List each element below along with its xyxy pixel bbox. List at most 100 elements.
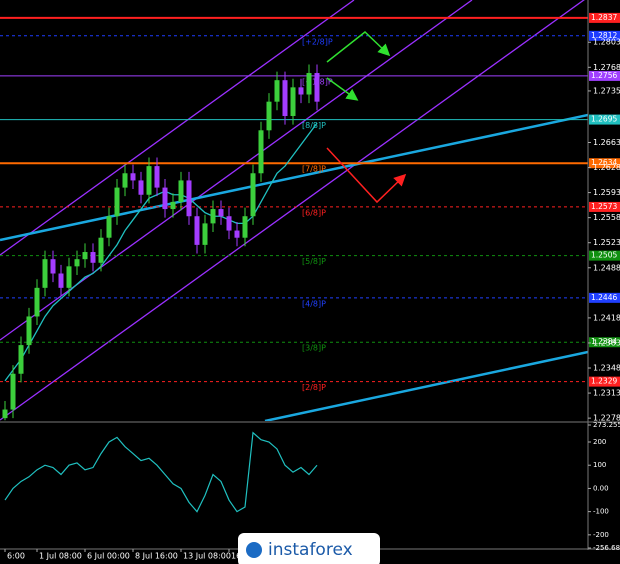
price-box-label: 1.2756 xyxy=(591,71,617,80)
candle-body xyxy=(66,266,72,288)
candle-body xyxy=(242,216,248,238)
y-tick-label: 1.2488 xyxy=(593,263,620,272)
y-tick-label: 1.2593 xyxy=(593,188,620,197)
candle-body xyxy=(250,173,256,217)
candle-body xyxy=(130,173,136,181)
y-tick-label: 1.2803 xyxy=(593,38,620,47)
candle-body xyxy=(258,130,264,174)
y-tick-label: 1.2628 xyxy=(593,163,620,172)
candle-body xyxy=(170,201,176,210)
y-tick-label: 100 xyxy=(593,461,606,469)
price-box-label: 1.2812 xyxy=(591,31,617,40)
candle-body xyxy=(274,80,280,102)
level-label: [4/8]P xyxy=(302,299,326,308)
candle-body xyxy=(298,87,304,95)
candle-body xyxy=(90,252,96,263)
level-label: [2/8]P xyxy=(302,383,326,392)
y-tick-label: -100 xyxy=(593,508,609,516)
price-box xyxy=(589,30,620,41)
price-box xyxy=(589,292,620,303)
candle-body xyxy=(10,373,16,410)
candle-body xyxy=(138,180,144,195)
y-tick-label: 1.2313 xyxy=(593,389,620,398)
y-tick-label: -256.684 xyxy=(593,544,620,552)
level-label: [6/8]P xyxy=(302,208,326,217)
price-box xyxy=(589,376,620,387)
candle-body xyxy=(306,73,312,95)
candle-body xyxy=(58,273,64,288)
moving-average xyxy=(4,122,318,382)
x-tick-label: 16 xyxy=(231,552,241,561)
candle-body xyxy=(290,87,296,116)
x-tick-label: 6:00 xyxy=(7,552,25,561)
y-tick-label: 1.2663 xyxy=(593,138,620,147)
candle-body xyxy=(106,216,112,238)
candle-body xyxy=(34,287,40,317)
x-tick-label: 1 Jul 08:00 xyxy=(39,552,82,561)
candle-body xyxy=(154,166,160,188)
x-tick-label: 13 Jul 08:00 xyxy=(183,552,231,561)
y-tick-label: 0.00 xyxy=(593,484,609,492)
x-tick-label: 8 Jul 16:00 xyxy=(135,552,178,561)
forecast-arrows xyxy=(326,31,407,204)
level-label: [5/8]P xyxy=(302,257,326,266)
candle-body xyxy=(202,223,208,245)
candle-body xyxy=(218,209,224,217)
y-tick-label: 1.2523 xyxy=(593,238,620,247)
candle-body xyxy=(98,237,104,263)
price-box-label: 1.2695 xyxy=(591,115,617,124)
price-box-label: 1.2634 xyxy=(591,158,617,167)
y-tick-label: 200 xyxy=(593,438,606,446)
trend-lines xyxy=(0,0,588,421)
candle-body xyxy=(210,209,216,224)
candle-body xyxy=(122,173,128,188)
y-tick-label: 1.2418 xyxy=(593,313,620,322)
candle-body xyxy=(282,80,288,116)
y-tick-label: 1.2383 xyxy=(593,338,620,347)
y-tick-label: 273.2554 xyxy=(593,421,620,429)
price-box-label: 1.2573 xyxy=(591,202,617,211)
oscillator-line xyxy=(4,431,318,513)
candle-body xyxy=(50,259,56,274)
price-box-label: 1.2837 xyxy=(591,13,617,22)
price-box xyxy=(589,70,620,81)
candle-body xyxy=(314,73,320,102)
price-box-label: 1.2384 xyxy=(591,337,617,346)
candle-body xyxy=(74,259,80,267)
candle-body xyxy=(186,180,192,217)
x-tick-label: 6 Jul 00:00 xyxy=(87,552,130,561)
candle-body xyxy=(146,166,152,195)
candle-body xyxy=(42,259,48,288)
candle-body xyxy=(234,230,240,238)
price-box-label: 1.2446 xyxy=(591,293,617,302)
level-label: [8/8]P xyxy=(302,121,326,130)
price-box-label: 1.2505 xyxy=(591,251,617,260)
brand-logo: instaforex xyxy=(238,533,380,564)
price-box xyxy=(589,337,620,348)
candle-body xyxy=(26,316,32,346)
candle-body xyxy=(18,345,24,374)
y-tick-label: 1.2735 xyxy=(593,86,620,95)
price-box-label: 1.2329 xyxy=(591,377,617,386)
candle-body xyxy=(178,180,184,202)
candle-body xyxy=(266,101,272,131)
candle-body xyxy=(194,216,200,245)
brand-name: instaforex xyxy=(268,540,353,560)
price-box xyxy=(589,114,620,125)
candle-body xyxy=(2,409,8,419)
level-label: [7/8]P xyxy=(302,165,326,174)
price-box xyxy=(589,158,620,169)
price-box xyxy=(589,201,620,212)
candle-body xyxy=(114,187,120,217)
level-label: [3/8]P xyxy=(302,344,326,353)
y-tick-label: 1.2768 xyxy=(593,63,620,72)
price-box xyxy=(589,250,620,261)
candle-body xyxy=(82,252,88,260)
level-label: [+2/8]P xyxy=(302,37,333,46)
price-box xyxy=(589,12,620,23)
y-tick-label: 1.2348 xyxy=(593,364,620,373)
y-tick-label: 1.2278 xyxy=(593,414,620,423)
y-tick-label: -200 xyxy=(593,531,609,539)
y-tick-label: 1.2558 xyxy=(593,213,620,222)
